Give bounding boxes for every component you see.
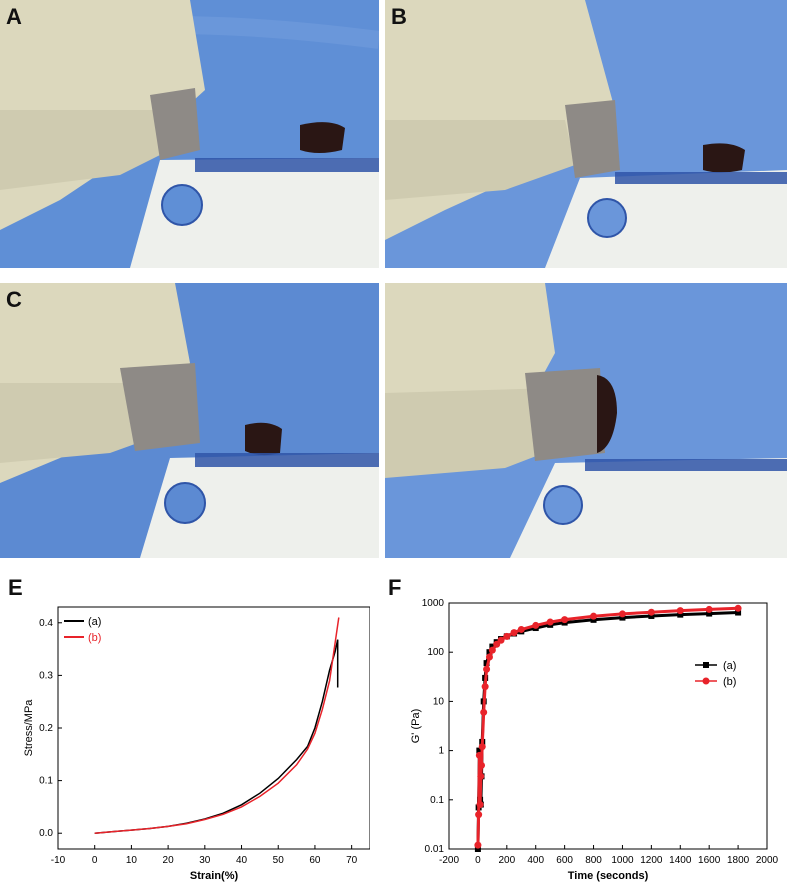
data-point bbox=[517, 625, 525, 633]
data-point bbox=[476, 801, 484, 809]
photo-c-scene bbox=[0, 283, 379, 558]
data-point bbox=[619, 614, 626, 621]
data-point bbox=[590, 616, 597, 623]
x-tick-label: 0 bbox=[475, 855, 481, 866]
series-line-1 bbox=[306, 639, 339, 747]
legend-marker bbox=[703, 662, 709, 668]
data-point bbox=[481, 683, 489, 691]
y-tick-label: 0.4 bbox=[39, 618, 53, 629]
data-point bbox=[475, 751, 483, 759]
x-tick-label: 0 bbox=[92, 855, 98, 866]
panel-label-e: E bbox=[8, 575, 23, 600]
data-point bbox=[474, 846, 481, 852]
x-axis-label: Time (seconds) bbox=[568, 870, 649, 882]
photo-panel-c bbox=[0, 283, 379, 558]
x-tick-label: 400 bbox=[527, 855, 544, 866]
data-point bbox=[503, 632, 511, 640]
data-point bbox=[486, 649, 493, 656]
y-axis-label: Stress/MPa bbox=[23, 699, 35, 757]
data-point bbox=[478, 743, 486, 751]
data-point bbox=[706, 610, 713, 617]
modulus-time-chart: -200 0 200 400 600 800 1000 1200 1400 1600 1800 200… bbox=[410, 598, 779, 882]
x-tick-label: -200 bbox=[439, 855, 459, 866]
data-point bbox=[677, 611, 684, 618]
data-point bbox=[480, 708, 488, 716]
photo-panel-b bbox=[385, 0, 787, 268]
legend-label: (a) bbox=[88, 616, 101, 628]
legend-label: (b) bbox=[88, 632, 101, 644]
data-point bbox=[474, 841, 482, 849]
plot-frame bbox=[448, 602, 768, 850]
legend-label: (a) bbox=[723, 660, 736, 672]
data-point bbox=[734, 604, 742, 612]
panel-label-b: B bbox=[391, 4, 407, 29]
y-tick-label: 10 bbox=[433, 696, 445, 707]
y-tick-label: 0.3 bbox=[39, 670, 53, 681]
y-axis-label: G' (Pa) bbox=[410, 709, 422, 744]
panel-label-a: A bbox=[6, 4, 22, 29]
x-tick-label: 20 bbox=[163, 855, 175, 866]
y-tick-label: 0.01 bbox=[425, 844, 445, 855]
data-point bbox=[483, 665, 491, 673]
data-point bbox=[647, 608, 655, 616]
x-tick-label: 10 bbox=[126, 855, 138, 866]
data-point bbox=[476, 747, 483, 754]
y-tick-label: 0.0 bbox=[39, 828, 53, 839]
data-point bbox=[477, 772, 485, 780]
series-line-1 bbox=[476, 606, 739, 846]
data-point bbox=[648, 612, 655, 619]
series-line-2 bbox=[94, 617, 340, 834]
x-tick-label: 70 bbox=[346, 855, 358, 866]
x-axis-label: Strain(%) bbox=[190, 870, 239, 882]
x-tick-label: 2000 bbox=[756, 855, 779, 866]
x-tick-label: 600 bbox=[556, 855, 573, 866]
x-tick-label: 1600 bbox=[698, 855, 721, 866]
data-point bbox=[676, 607, 684, 615]
y-tick-label: 0.1 bbox=[39, 776, 53, 787]
y-tick-label: 0.1 bbox=[430, 795, 444, 806]
data-point bbox=[488, 646, 496, 654]
x-tick-label: 30 bbox=[199, 855, 211, 866]
x-tick-label: 60 bbox=[309, 855, 321, 866]
photo-a-scene bbox=[0, 0, 379, 268]
data-point bbox=[561, 616, 569, 624]
x-tick-label: 200 bbox=[498, 855, 515, 866]
panel-label-c: C bbox=[6, 287, 22, 312]
series-line-0 bbox=[476, 611, 739, 850]
stress-strain-chart: -10 0 10 20 30 40 50 60 70 0.0 0.1 0.2 0.3 0.4 Strain(… bbox=[23, 606, 370, 882]
legend-marker bbox=[702, 677, 710, 685]
data-point bbox=[510, 629, 518, 637]
data-point bbox=[485, 653, 493, 661]
x-tick-label: 50 bbox=[273, 855, 285, 866]
photo-b-scene bbox=[385, 0, 787, 268]
data-point bbox=[618, 610, 626, 618]
x-tick-label: -10 bbox=[51, 855, 66, 866]
x-tick-label: 40 bbox=[236, 855, 248, 866]
data-point bbox=[532, 621, 540, 629]
x-tick-label: 1800 bbox=[727, 855, 750, 866]
photo-panel-d bbox=[385, 283, 787, 558]
data-point bbox=[705, 605, 713, 613]
data-point bbox=[475, 811, 483, 819]
data-point bbox=[489, 643, 496, 650]
data-point bbox=[497, 636, 505, 644]
y-tick-label: 1000 bbox=[422, 598, 445, 609]
plot-frame bbox=[57, 606, 370, 850]
legend-label: (b) bbox=[723, 676, 736, 688]
panel-label-f: F bbox=[388, 575, 402, 600]
photo-panel-a bbox=[0, 0, 379, 268]
x-tick-label: 1400 bbox=[669, 855, 692, 866]
data-point bbox=[735, 609, 742, 616]
x-tick-label: 1200 bbox=[640, 855, 663, 866]
data-point bbox=[546, 618, 554, 626]
y-tick-label: 100 bbox=[427, 647, 444, 658]
x-tick-label: 1000 bbox=[611, 855, 634, 866]
photo-d-scene bbox=[385, 283, 787, 558]
data-point bbox=[590, 612, 598, 620]
y-tick-label: 1 bbox=[438, 746, 444, 757]
x-tick-label: 800 bbox=[585, 855, 602, 866]
data-point bbox=[478, 761, 486, 769]
y-tick-label: 0.2 bbox=[39, 723, 53, 734]
